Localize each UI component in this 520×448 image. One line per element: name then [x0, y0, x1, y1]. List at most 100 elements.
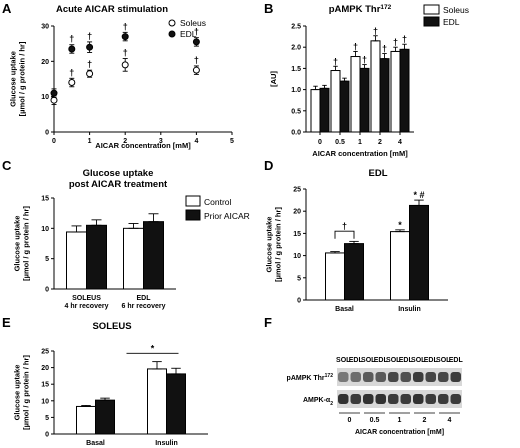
panel-e-chart: SOLEUS 0 5 10 15 20 25 Glucose uptake [µmol / g … [13, 321, 208, 447]
panel-e-y-tick-label: 5 [45, 415, 49, 422]
panel-b-y-axis-label: [AU] [269, 71, 278, 87]
panel-f-band [350, 372, 361, 382]
panel-b-bar-soleus [330, 70, 341, 133]
panel-a-legend-label: EDL [180, 29, 197, 39]
panel-c-y-axis-label: [µmol / g protein / hr] [22, 206, 31, 281]
panel-f-lane-label: SOL [361, 357, 376, 364]
panel-d-bar-control [325, 252, 345, 301]
panel-f-band [388, 394, 399, 404]
panel-b-significance-mark: † [362, 55, 367, 65]
panel-b-legend-swatch [423, 16, 440, 27]
panel-f-band [450, 372, 461, 382]
panel-b-bar-edl [339, 80, 350, 133]
panel-a-point-soleus [192, 66, 200, 74]
panel-d-y-tick-label: 5 [297, 275, 301, 282]
panel-b-x-tick-label: 0 [318, 139, 322, 146]
panel-label-c: C [2, 158, 12, 173]
panel-b-significance-mark: † [402, 34, 407, 44]
panel-a-y-tick-label: 0 [45, 130, 49, 137]
panel-a-significance-mark: † [123, 21, 128, 31]
panel-f-lane-label: EDL [399, 357, 414, 364]
panel-f-lane-label: SOL [336, 357, 351, 364]
panel-f-band [425, 394, 436, 404]
panel-d-chart: EDL 0 5 10 15 20 25 Glucose uptake [µmol / g pro… [265, 168, 448, 313]
panel-f-band [438, 372, 449, 382]
panel-e-y-axis-label: Glucose uptake [13, 365, 22, 421]
panel-e-y-tick-label: 15 [41, 382, 49, 389]
panel-f-group-label: 1 [398, 417, 402, 424]
panel-c-y-tick-label: 10 [41, 226, 49, 233]
panel-a-legend-marker [168, 30, 176, 38]
panel-d-y-tick-label: 15 [293, 231, 301, 238]
panel-c-bar-prior-aicar [86, 224, 107, 290]
panel-a-significance-mark: † [87, 59, 92, 69]
panel-d-title: EDL [369, 168, 388, 179]
panel-a-significance-mark: † [69, 34, 74, 44]
panel-f-band [375, 372, 386, 382]
panel-e-y-tick-label: 0 [45, 432, 49, 439]
panel-a-x-tick-label: 4 [194, 138, 198, 145]
panel-b-y-tick-label: 0.5 [291, 108, 301, 115]
panel-f-lane-label: SOL [386, 357, 401, 364]
panel-a-legend-label: Soleus [180, 18, 206, 28]
panel-f-group-label: 0.5 [370, 417, 380, 424]
panel-label-a: A [2, 1, 12, 16]
panel-c-x-tick-label: SOLEUS [72, 295, 101, 302]
panel-e-title: SOLEUS [92, 321, 131, 332]
panel-e-x-tick-label: Insulin [155, 440, 178, 447]
panel-f-band [450, 394, 461, 404]
panel-d-y-tick-label: 25 [293, 187, 301, 194]
panel-b-chart: pAMPK Thr172 0.0 0.5 1.0 1.5 2.0 2.5 [AU] † † † † † †… [269, 4, 469, 159]
panel-a-x-tick-label: 0 [52, 138, 56, 145]
panel-c-x-tick-label: 6 hr recovery [122, 303, 166, 310]
panel-f-band [413, 372, 424, 382]
panel-e-bar-prior-aicar [95, 399, 115, 435]
panel-a-point-edl [50, 89, 58, 97]
panel-d-y-tick-label: 10 [293, 253, 301, 260]
panel-label-d: D [264, 158, 273, 173]
panel-label-e: E [2, 315, 11, 330]
panel-f-band [425, 372, 436, 382]
panel-a-y-axis-label: [µmol / g protein / hr] [18, 41, 27, 116]
panel-b-bar-edl [319, 87, 330, 133]
panel-c-bar-control [123, 227, 144, 290]
panel-f-band [375, 394, 386, 404]
panel-d-x-tick-label: Basal [335, 306, 354, 313]
panel-b-bar-edl [359, 67, 370, 133]
panel-b-x-axis-label: AICAR concentration [mM] [312, 149, 408, 158]
panel-a-point-soleus [50, 96, 58, 104]
panel-a-x-tick-label: 1 [88, 138, 92, 145]
panel-a-point-edl [192, 38, 200, 46]
panel-c-bar-prior-aicar [143, 221, 164, 290]
panel-f-lane-label: EDL [349, 357, 364, 364]
panel-b-y-tick-label: 2.0 [291, 45, 301, 52]
panel-a-y-tick-label: 30 [41, 24, 49, 31]
panel-b-significance-mark: † [353, 41, 358, 51]
panel-f-x-axis-label: AICAR concentration [mM] [355, 429, 444, 436]
panel-c-legend-label: Control [204, 197, 232, 207]
panel-c-y-axis-label: Glucose uptake [13, 216, 22, 272]
panel-a-significance-mark: † [69, 67, 74, 77]
panel-e-y-axis-label: [µmol / g protein / hr] [22, 355, 31, 430]
panel-f-lane-label: EDL [424, 357, 439, 364]
panel-a-y-axis-label: Glucose uptake [9, 51, 18, 107]
panel-c-bar-control [66, 231, 87, 290]
panel-f-band [363, 394, 374, 404]
panel-a-y-tick-label: 20 [41, 59, 49, 66]
panel-b-y-tick-label: 1.0 [291, 87, 301, 94]
panel-b-significance-mark: † [382, 44, 387, 54]
panel-b-title-sup: 172 [380, 4, 391, 11]
panel-e-y-tick-label: 25 [41, 349, 49, 356]
panel-c-title: post AICAR treatment [69, 179, 168, 190]
panel-f-lane-label: EDL [374, 357, 389, 364]
panel-a-point-edl [68, 45, 76, 53]
panel-e-y-tick-label: 20 [41, 365, 49, 372]
panel-b-bar-soleus [390, 50, 401, 133]
panel-b-bar-soleus [310, 89, 321, 133]
panel-b-significance-mark: † [393, 37, 398, 47]
panel-b-x-tick-label: 4 [398, 139, 402, 146]
panel-f-band [338, 394, 349, 404]
panel-a-chart: Acute AICAR stimulation 0 10 20 30 0 1 2 3 4 5 AICA… [9, 4, 235, 150]
